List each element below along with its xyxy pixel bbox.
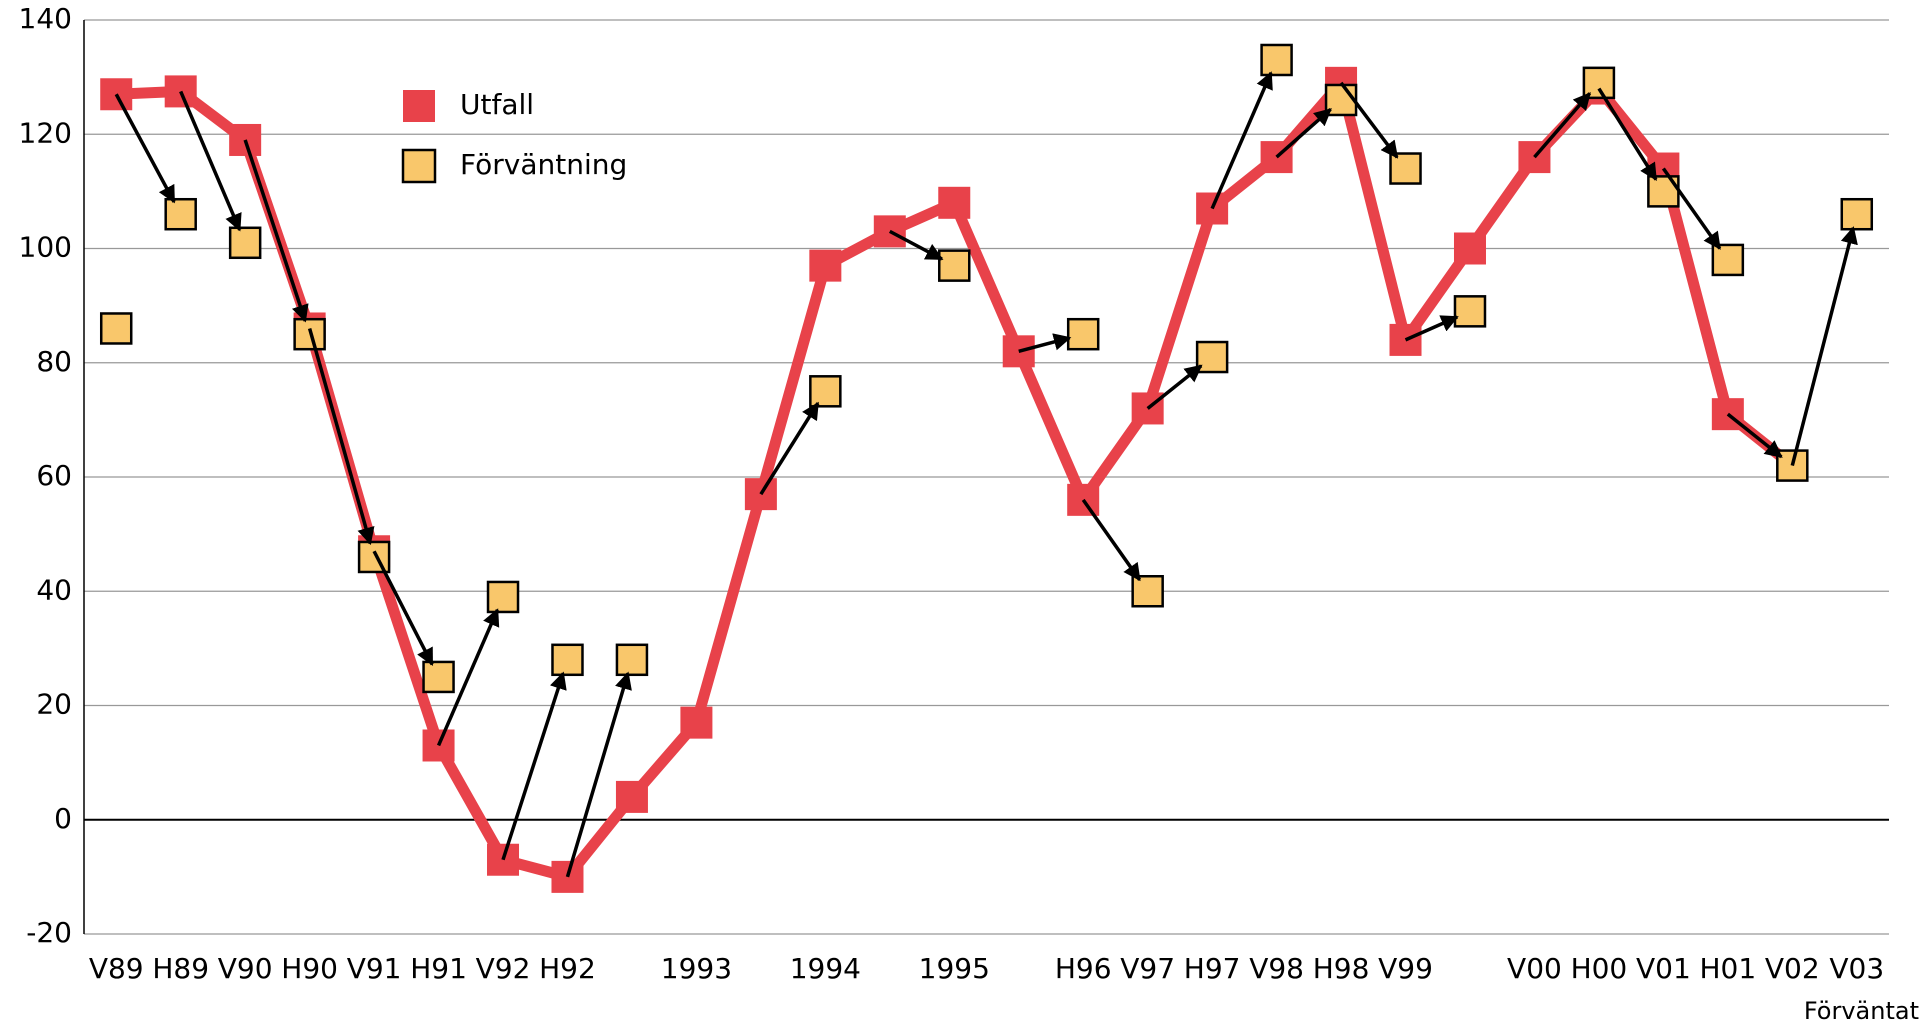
y-tick-label: 120 — [19, 116, 72, 149]
arrow — [1275, 107, 1332, 159]
x-tick-label: V00 — [1507, 952, 1562, 985]
y-tick-label: 60 — [36, 459, 72, 492]
forvantning-marker — [551, 643, 584, 677]
arrow — [759, 401, 820, 496]
arrow — [307, 327, 375, 546]
legend-label: Förväntning — [460, 148, 627, 181]
arrow — [372, 550, 434, 667]
legend-swatch — [403, 90, 435, 122]
x-tick-label: H00 — [1571, 952, 1628, 985]
arrow — [1597, 87, 1658, 181]
arrow — [436, 608, 500, 747]
arrow — [1146, 364, 1203, 410]
arrow — [1339, 81, 1399, 159]
arrow — [1790, 226, 1858, 467]
arrow — [1404, 315, 1459, 342]
y-tick-label: 140 — [19, 2, 72, 35]
x-tick-label: V99 — [1378, 952, 1433, 985]
forvantning-marker — [809, 375, 842, 408]
forvantning-marker — [228, 226, 262, 260]
arrow — [114, 93, 176, 204]
forvantning-marker — [1260, 43, 1293, 77]
x-tick-label: H89 — [152, 952, 209, 985]
forvantning-marker — [99, 312, 133, 345]
arrow — [243, 139, 309, 323]
y-tick-label: 20 — [36, 688, 72, 721]
arrow — [1081, 498, 1142, 582]
x-tick-label: H91 — [410, 952, 467, 985]
x-tick-label: V02 — [1765, 952, 1820, 985]
x-tick-label: H98 — [1313, 952, 1370, 985]
x-tick-label: V92 — [476, 952, 531, 985]
utfall-marker — [229, 123, 262, 156]
utfall-marker — [1453, 232, 1486, 265]
x-tick-label: V98 — [1249, 952, 1304, 985]
forvantning-marker — [357, 540, 391, 574]
utfall-marker — [615, 780, 648, 813]
x-tick-label: H92 — [539, 952, 596, 985]
forvantning-marker — [1389, 152, 1422, 185]
forvantning-marker — [1840, 197, 1874, 231]
forvantning-marker — [422, 660, 455, 694]
forvantning-marker — [486, 580, 520, 614]
x-tick-label: H96 — [1055, 952, 1112, 985]
arrow — [1533, 92, 1592, 159]
arrow — [1661, 167, 1722, 250]
y-tick-label: 80 — [36, 345, 72, 378]
forvantning-marker — [1131, 575, 1164, 608]
utfall-marker — [487, 843, 520, 876]
forvantning-marker — [1453, 295, 1487, 328]
utfall-marker — [680, 706, 713, 739]
utfall-marker — [1067, 483, 1100, 516]
x-tick-label: 1995 — [919, 952, 990, 985]
forvantning-marker — [615, 643, 649, 677]
utfall-marker — [809, 249, 842, 282]
arrow — [1018, 333, 1072, 354]
x-tick-label: V97 — [1120, 952, 1175, 985]
annotation: Förväntat — [1804, 997, 1919, 1025]
arrow — [179, 90, 242, 232]
y-tick-label: -20 — [26, 916, 72, 949]
x-tick-label: H97 — [1184, 952, 1241, 985]
arrow — [565, 671, 632, 878]
forvantning-marker — [164, 197, 197, 231]
arrow — [1210, 71, 1273, 210]
x-tick-label: V90 — [218, 952, 273, 985]
x-tick-label: 1993 — [661, 952, 732, 985]
x-tick-label: 1994 — [790, 952, 861, 985]
legend-swatch — [401, 148, 437, 184]
y-tick-label: 0 — [54, 802, 72, 835]
forvantning-marker — [1324, 83, 1358, 117]
x-tick-label: H90 — [281, 952, 338, 985]
forvantning-marker — [1711, 243, 1745, 277]
forvantning-marker — [1066, 317, 1100, 351]
arrow — [501, 671, 567, 861]
legend-label: Utfall — [460, 88, 534, 121]
forvantning-marker — [938, 249, 971, 282]
x-tick-label: V91 — [347, 952, 402, 985]
y-tick-label: 100 — [19, 231, 72, 264]
arrow — [1726, 412, 1783, 459]
x-tick-label: V01 — [1636, 952, 1691, 985]
x-tick-label: V89 — [89, 952, 144, 985]
x-tick-label: V03 — [1829, 952, 1884, 985]
y-tick-label: 40 — [36, 573, 72, 606]
arrow — [888, 229, 944, 261]
utfall-marker — [938, 186, 971, 219]
x-tick-label: H01 — [1699, 952, 1756, 985]
